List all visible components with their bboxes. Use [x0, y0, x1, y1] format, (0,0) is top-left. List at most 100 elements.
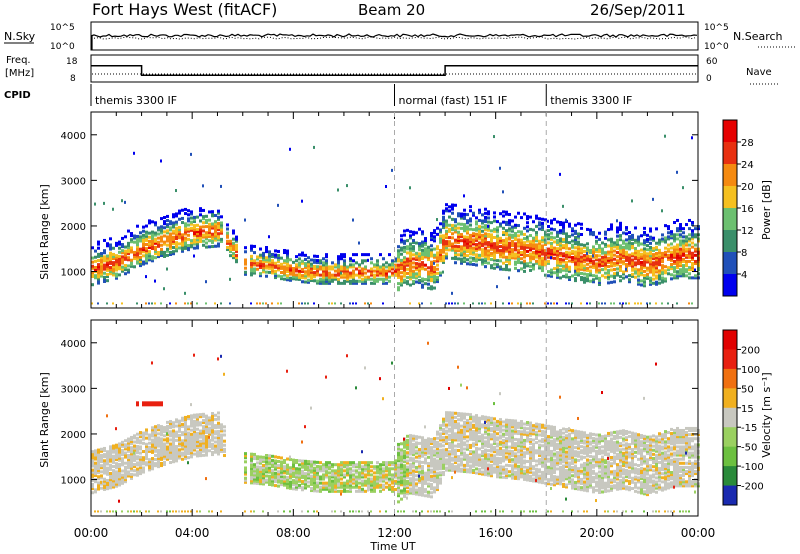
power-cell: [412, 275, 415, 279]
velocity-cell: [463, 451, 466, 455]
power-cell: [430, 287, 433, 291]
power-cell: [193, 217, 196, 221]
power-cell: [451, 302, 453, 305]
velocity-cell: [259, 473, 262, 477]
power-cell: [475, 216, 478, 220]
power-cell: [499, 222, 502, 226]
power-cell: [487, 241, 490, 245]
power-cell: [550, 227, 553, 231]
velocity-cell: [406, 492, 409, 496]
power-cell: [631, 272, 634, 276]
velocity-cell: [439, 452, 442, 456]
power-cell: [484, 238, 487, 242]
velocity-cell: [133, 440, 136, 444]
power-cell: [538, 254, 541, 258]
power-cell: [409, 275, 412, 279]
power-cell: [679, 274, 682, 278]
velocity-cell: [388, 463, 391, 467]
velocity-cell: [193, 432, 196, 436]
velocity-cell: [271, 454, 274, 458]
power-cell: [664, 254, 667, 258]
power-cell: [580, 265, 583, 269]
power-cell: [574, 229, 577, 233]
power-cell: [457, 232, 460, 236]
velocity-cell: [409, 479, 412, 483]
power-cell: [511, 302, 513, 305]
power-cell: [595, 268, 598, 272]
velocity-cell: [349, 477, 352, 481]
velocity-cell: [385, 463, 388, 467]
power-cell: [508, 302, 510, 305]
power-cell: [574, 269, 576, 273]
power-cell: [448, 248, 451, 252]
power-cell: [643, 239, 646, 243]
power-cell: [229, 245, 232, 249]
velocity-cell: [421, 479, 424, 483]
power-cell: [634, 240, 637, 244]
velocity-cell: [211, 446, 214, 450]
power-cell: [499, 253, 502, 257]
velocity-cell: [91, 483, 94, 487]
velocity-cell: [160, 449, 163, 453]
power-cell: [523, 243, 526, 247]
power-cell: [385, 271, 388, 275]
power-cell: [145, 275, 147, 279]
power-cell: [400, 271, 403, 275]
power-cell: [121, 302, 123, 305]
power-cell: [514, 236, 517, 240]
power-cell: [193, 246, 196, 250]
power-cell: [331, 265, 334, 269]
velocity-cell: [100, 458, 103, 462]
velocity-cell: [283, 475, 286, 479]
velocity-cell: [301, 473, 304, 477]
velocity-cell: [388, 477, 391, 481]
velocity-cell: [361, 483, 364, 487]
power-cell: [436, 218, 438, 222]
velocity-cell: [136, 457, 139, 461]
velocity-cell: [385, 467, 388, 471]
power-cell: [598, 268, 601, 272]
velocity-cell: [160, 443, 163, 447]
power-cell: [610, 258, 613, 262]
power-cell: [610, 239, 613, 243]
power-cell: [640, 234, 643, 238]
power-cell: [622, 245, 625, 249]
power-cell: [445, 254, 448, 258]
velocity-cell: [190, 424, 193, 428]
velocity-cell: [223, 429, 226, 433]
power-cell: [136, 247, 139, 251]
velocity-cell: [397, 481, 400, 485]
velocity-cell: [163, 454, 166, 458]
velocity-cell: [328, 489, 331, 493]
power-cell: [622, 231, 625, 235]
velocity-cell: [253, 481, 256, 485]
power-cell: [559, 264, 562, 268]
power-cell: [265, 246, 268, 250]
velocity-cell: [349, 489, 352, 493]
velocity-cell: [346, 489, 349, 493]
power-cell: [175, 249, 178, 253]
velocity-cell: [397, 488, 400, 492]
power-cell: [502, 267, 505, 271]
velocity-cell: [457, 434, 460, 438]
power-cell: [610, 268, 613, 272]
power-cell: [613, 274, 616, 278]
power-cell: [547, 270, 550, 274]
power-cell: [520, 257, 523, 261]
velocity-cell: [292, 483, 295, 487]
power-cell: [91, 260, 94, 264]
velocity-cell: [274, 463, 277, 467]
power-cell: [511, 241, 514, 245]
power-cell: [127, 252, 130, 256]
power-cell: [154, 241, 157, 245]
velocity-cell: [448, 462, 451, 466]
velocity-cell: [139, 461, 142, 465]
velocity-cell: [343, 461, 346, 465]
power-cell: [577, 240, 580, 244]
velocity-cell: [103, 469, 106, 473]
power-cell: [583, 243, 586, 247]
power-cell: [595, 270, 598, 274]
velocity-cell: [463, 463, 466, 467]
velocity-cell: [448, 411, 451, 415]
power-cell: [622, 241, 625, 245]
